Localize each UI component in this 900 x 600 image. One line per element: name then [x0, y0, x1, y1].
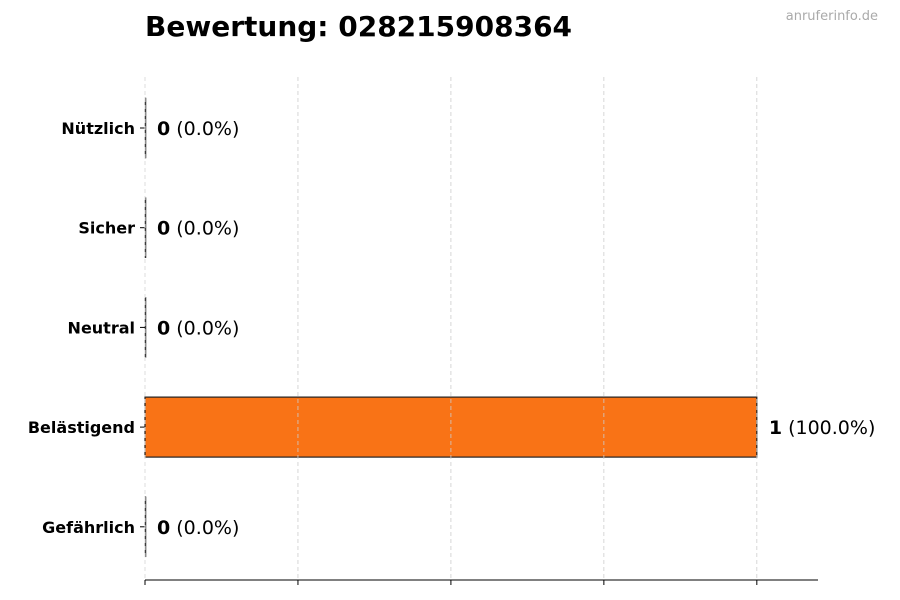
data-label: 0 (0.0%): [157, 317, 239, 339]
data-label-percent: (100.0%): [782, 417, 875, 439]
data-label-count: 0: [157, 317, 170, 339]
data-label-percent: (0.0%): [170, 218, 239, 240]
y-tick-label: Neutral: [68, 318, 135, 337]
data-label-percent: (0.0%): [170, 317, 239, 339]
data-label-percent: (0.0%): [170, 118, 239, 140]
data-label-count: 0: [157, 517, 170, 539]
y-tick-label: Belästigend: [28, 418, 135, 437]
data-label: 0 (0.0%): [157, 118, 239, 140]
y-tick-label: Gefährlich: [42, 518, 135, 537]
data-label: 0 (0.0%): [157, 517, 239, 539]
y-tick-label: Nützlich: [61, 119, 135, 138]
chart-title: Bewertung: 028215908364: [145, 10, 573, 43]
y-tick-label: Sicher: [78, 219, 135, 238]
data-label: 0 (0.0%): [157, 218, 239, 240]
data-label-count: 1: [769, 417, 782, 439]
bar: [144, 297, 147, 358]
data-label-percent: (0.0%): [170, 517, 239, 539]
watermark: anruferinfo.de: [785, 9, 878, 24]
data-label-count: 0: [157, 118, 170, 140]
data-label-count: 0: [157, 218, 170, 240]
data-label: 1 (100.0%): [769, 417, 876, 439]
